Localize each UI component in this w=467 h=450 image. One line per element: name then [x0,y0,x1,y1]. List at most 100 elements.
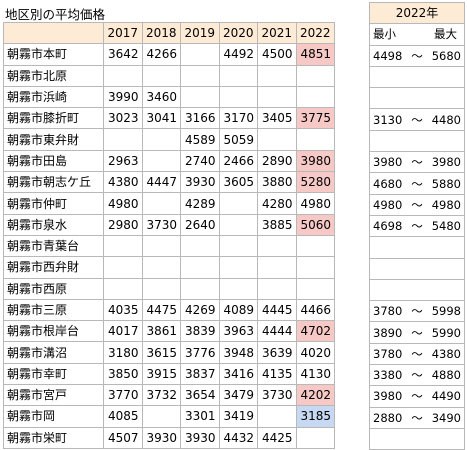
price-cell[interactable]: 4289 [180,192,220,215]
price-cell[interactable]: 3930 [180,426,220,449]
price-cell[interactable] [218,256,258,279]
range-cell[interactable] [369,278,465,302]
range-cell[interactable]: 4680 ～ 5880 [369,172,465,195]
range-cell[interactable]: 3980 ～ 3980 [369,151,465,174]
district-name-cell[interactable]: 朝霧市泉水 [3,213,104,236]
price-cell[interactable]: 4851 [295,43,335,66]
price-cell[interactable]: 3041 [141,107,181,130]
header-cell-year[interactable]: 2017 [103,21,143,45]
district-name-cell[interactable]: 朝霧市溝沼 [3,341,104,364]
price-cell[interactable] [257,64,297,87]
price-cell[interactable] [180,64,220,87]
price-cell[interactable]: 2640 [180,213,220,236]
district-name-cell[interactable]: 朝霧市青葉台 [3,234,104,258]
price-cell[interactable]: 3775 [295,107,335,130]
district-name-cell[interactable]: 朝霧市栄町 [3,426,104,449]
price-cell[interactable]: 3948 [218,341,258,364]
district-name-cell[interactable]: 朝霧市岡 [3,405,104,428]
district-name-cell[interactable]: 朝霧市根岸台 [3,320,104,343]
price-cell[interactable]: 4432 [218,426,258,449]
price-cell[interactable] [141,64,181,87]
price-cell[interactable]: 3654 [180,384,220,407]
price-cell[interactable] [295,277,335,300]
price-cell[interactable]: 3837 [180,362,220,386]
district-name-cell[interactable]: 朝霧市本町 [3,43,104,66]
price-cell[interactable]: 3980 [295,149,335,173]
range-cell[interactable]: 4980 ～ 4980 [369,193,465,216]
price-cell[interactable]: 4017 [103,320,143,343]
price-cell[interactable]: 3639 [257,341,297,364]
price-cell[interactable]: 3915 [141,362,181,386]
district-name-cell[interactable]: 朝霧市膝折町 [3,107,104,130]
range-cell[interactable] [369,129,465,153]
price-cell[interactable]: 2890 [257,149,297,173]
price-cell[interactable]: 4475 [141,298,181,322]
price-cell[interactable]: 3730 [257,384,297,407]
price-cell[interactable]: 4445 [257,298,297,322]
price-cell[interactable] [141,256,181,279]
price-cell[interactable]: 3460 [141,85,181,109]
range-cell[interactable] [369,236,465,259]
district-name-cell[interactable]: 朝霧市朝志ケ丘 [3,171,104,194]
price-cell[interactable] [295,256,335,279]
price-cell[interactable] [103,256,143,279]
price-cell[interactable] [218,277,258,300]
header-cell-year[interactable]: 2020 [218,21,258,45]
price-cell[interactable] [103,64,143,87]
range-cell[interactable]: 2880 ～ 3490 [369,406,465,429]
price-cell[interactable]: 4466 [295,298,335,322]
price-cell[interactable]: 4266 [141,43,181,66]
price-cell[interactable]: 4980 [295,192,335,215]
price-cell[interactable]: 4135 [257,362,297,386]
price-cell[interactable] [218,213,258,236]
price-cell[interactable] [141,234,181,258]
price-cell[interactable] [295,85,335,109]
district-name-cell[interactable]: 朝霧市宮戸 [3,384,104,407]
price-cell[interactable]: 3930 [141,426,181,449]
price-cell[interactable]: 4500 [257,43,297,66]
range-cell[interactable]: 4698 ～ 5480 [369,214,465,238]
price-cell[interactable] [218,64,258,87]
price-cell[interactable]: 3023 [103,107,143,130]
price-cell[interactable] [180,85,220,109]
price-cell[interactable]: 3301 [180,405,220,428]
price-cell[interactable]: 4269 [180,298,220,322]
price-cell[interactable]: 4020 [295,341,335,364]
price-cell[interactable]: 5060 [295,213,335,236]
price-cell[interactable] [180,43,220,66]
price-cell[interactable]: 3615 [141,341,181,364]
price-cell[interactable]: 3850 [103,362,143,386]
price-cell[interactable]: 3732 [141,384,181,407]
price-cell[interactable]: 3880 [257,171,297,194]
range-cell[interactable] [369,257,465,280]
price-cell[interactable]: 3166 [180,107,220,130]
price-cell[interactable]: 4425 [257,426,297,449]
price-cell[interactable]: 3990 [103,85,143,109]
price-cell[interactable]: 3930 [180,171,220,194]
price-cell[interactable]: 3419 [218,405,258,428]
price-cell[interactable]: 3605 [218,171,258,194]
range-cell[interactable]: 3980 ～ 4490 [369,385,465,408]
header-cell-year[interactable]: 2022 [295,21,335,45]
price-cell[interactable]: 3642 [103,43,143,66]
district-name-cell[interactable]: 朝霧市北原 [3,64,104,87]
price-cell[interactable]: 4492 [218,43,258,66]
price-cell[interactable] [141,192,181,215]
range-cell[interactable]: 3780 ～ 4380 [369,342,465,366]
price-cell[interactable] [141,277,181,300]
price-cell[interactable]: 4980 [103,192,143,215]
price-cell[interactable]: 5059 [218,128,258,151]
price-cell[interactable] [295,426,335,449]
price-cell[interactable] [257,277,297,300]
price-cell[interactable] [141,149,181,173]
price-cell[interactable] [180,277,220,300]
district-name-cell[interactable]: 朝霧市西弁財 [3,256,104,279]
price-cell[interactable]: 2740 [180,149,220,173]
range-cell[interactable]: 4498 ～ 5680 [369,44,465,67]
price-cell[interactable]: 4444 [257,320,297,343]
price-cell[interactable]: 3170 [218,107,258,130]
price-cell[interactable]: 5280 [295,171,335,194]
price-cell[interactable]: 3416 [218,362,258,386]
header-cell-name[interactable] [3,21,104,45]
price-cell[interactable] [295,64,335,87]
